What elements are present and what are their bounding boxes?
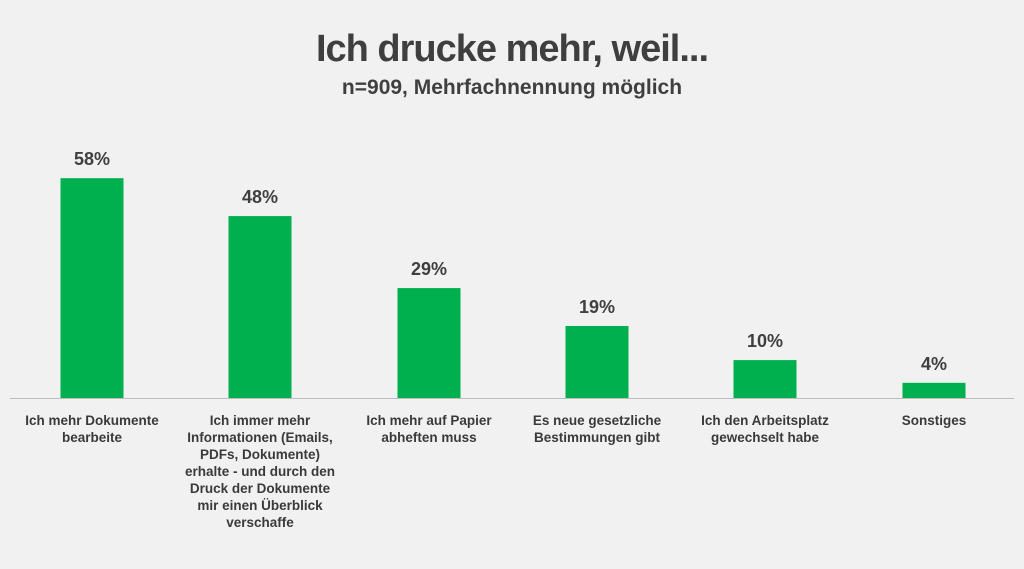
bar-6: [902, 382, 966, 398]
bar-2: [228, 216, 292, 398]
data-label-6: 4%: [921, 354, 947, 374]
bar-5: [733, 360, 797, 398]
category-label-4: Es neue gesetzliche Bestimmungen gibt: [532, 413, 662, 445]
category-label-1: Ich mehr Dokumente bearbeite: [25, 413, 159, 445]
category-label-6: Sonstiges: [901, 413, 967, 428]
data-label-5: 10%: [747, 331, 783, 351]
data-label-1: 58%: [74, 149, 110, 169]
chart-subtitle: n=909, Mehrfachnennung möglich: [341, 76, 683, 99]
data-label-2: 48%: [242, 187, 278, 207]
data-label-3: 29%: [411, 259, 447, 279]
category-label-5: Ich den Arbeitsplatz gewechselt habe: [701, 413, 829, 445]
data-label-4: 19%: [579, 297, 615, 317]
category-label-3: Ich mehr auf Papier abheften muss: [366, 413, 492, 445]
bar-1: [60, 178, 124, 398]
bar-4: [565, 325, 629, 398]
category-label-2: Ich immer mehr Informationen (Emails, PD…: [184, 413, 335, 530]
bar-3: [397, 288, 461, 398]
chart-title: Ich drucke mehr, weil...: [315, 28, 709, 70]
